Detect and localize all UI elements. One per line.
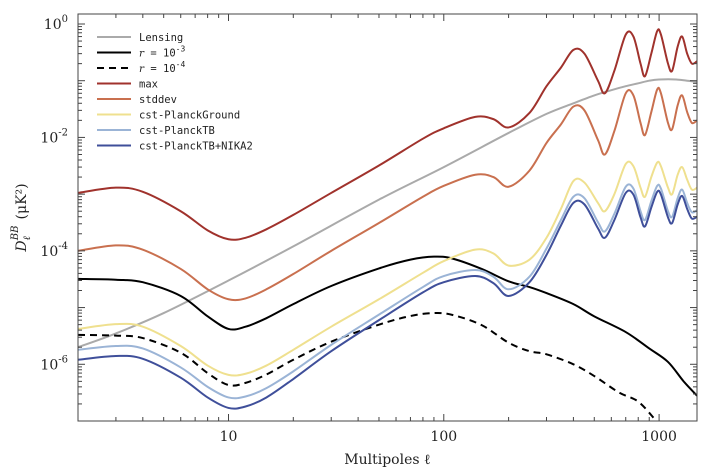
series-line-cst-plancktb-nika2 (78, 189, 697, 410)
legend-label-r-10-4: r = 10-4 (139, 60, 185, 75)
x-axis-label: Multipoles ℓ (344, 452, 431, 468)
series-line-r-10-3 (78, 255, 697, 397)
y-axis-label-text: DℓBB(μK²) (10, 183, 33, 252)
series-line-cst-plancktb (78, 183, 697, 400)
y-tick-label: 10-4 (40, 241, 68, 260)
tick-labels: 10 100 1000 10-6 10-4 10-2 100 (40, 14, 676, 445)
x-tick-label: 10 (220, 429, 238, 445)
x-tick-label: 100 (430, 429, 457, 445)
legend-label-max: max (139, 79, 158, 91)
series-line-r-10-4 (78, 312, 656, 420)
y-axis-label: DℓBB(μK²) (10, 183, 33, 252)
legend-label-lensing: Lensing (139, 32, 183, 44)
legend-label-r-10-3: r = 10-3 (139, 45, 185, 60)
series-line-max (78, 28, 697, 241)
series-line-lensing (78, 78, 697, 349)
x-tick-label: 1000 (641, 429, 677, 445)
y-tick-label: 10-6 (40, 354, 68, 373)
series-layer (78, 28, 697, 420)
legend-label-stddev: stddev (139, 94, 177, 106)
y-tick-label: 10-2 (40, 127, 68, 146)
legend-label-cst-planckground: cst-PlanckGround (139, 110, 240, 122)
series-line-stddev (78, 86, 697, 302)
axis-ticks (77, 14, 697, 422)
series-line-cst-planckground (78, 160, 697, 377)
legend-label-cst-plancktb: cst-PlanckTB (139, 125, 215, 137)
y-tick-label: 100 (44, 14, 68, 33)
plot-frame (77, 13, 698, 422)
legend-label-cst-plancktb-nika2: cst-PlanckTB+NIKA2 (139, 141, 253, 153)
